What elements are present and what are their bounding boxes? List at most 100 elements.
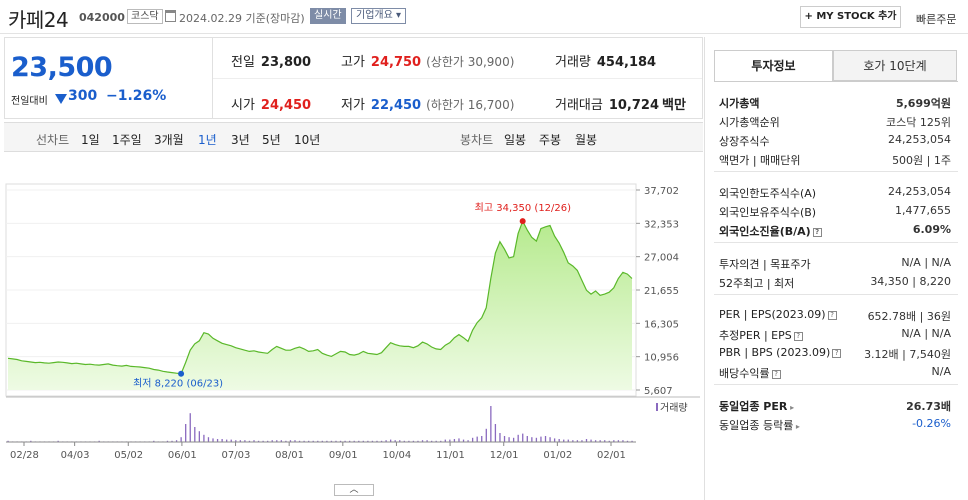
info-row-label[interactable]: PBR | BPS (2023.09)? — [719, 346, 842, 359]
volume-bar — [421, 440, 424, 442]
period-3y[interactable]: 3년 — [231, 133, 250, 147]
volume-bar — [335, 440, 337, 442]
volume-bar — [608, 440, 610, 442]
period-1d[interactable]: 1일 — [81, 133, 100, 147]
info-row-label: 외국인보유주식수(B) — [719, 206, 817, 219]
volume-bar — [449, 439, 451, 442]
info-row-label[interactable]: 동일업종 등락률 ▸ — [719, 419, 800, 432]
change-label: 전일대비 — [11, 96, 48, 107]
chart-toolbar: 선차트 1일 1주일 3개월 1년 3년 5년 10년 봉차트 일봉 주봉 월봉 — [4, 122, 703, 152]
volume-bar — [631, 440, 633, 442]
volume-bar — [257, 440, 260, 442]
info-row-label[interactable]: 외국인소진율(B/A)? — [719, 223, 822, 239]
corp-overview-dropdown[interactable]: 기업개요 ▾ — [351, 8, 407, 24]
period-3m[interactable]: 3개월 — [154, 133, 184, 147]
volume-bar — [604, 440, 606, 442]
volume-bar — [235, 440, 237, 442]
volume-bar — [262, 440, 264, 442]
my-stock-add-button[interactable]: + MY STOCK 추가 — [800, 6, 901, 28]
volume-bar — [371, 440, 374, 442]
volume-bar — [267, 440, 269, 442]
volume-bar — [576, 440, 579, 442]
x-tick-label: 08/01 — [275, 450, 304, 461]
volume-bar — [298, 440, 301, 442]
base-date: 2024.02.29 기준(장마감) — [179, 12, 305, 25]
info-row-value: 6.09% — [912, 223, 951, 236]
volume-bar — [540, 436, 542, 442]
info-row-label[interactable]: PER | EPS(2023.09)? — [719, 308, 837, 321]
period-5y[interactable]: 5년 — [262, 133, 281, 147]
info-row: PBR | BPS (2023.09)? 3.12배 | 7,540원 — [719, 343, 951, 362]
stock-name[interactable]: 카페24 — [8, 8, 69, 32]
current-price-panel: 23,500 전일대비 300 −1.26% — [4, 37, 212, 119]
info-row-label[interactable]: 배당수익률? — [719, 365, 781, 381]
info-row-value: N/A | N/A — [901, 327, 951, 340]
volume-bar — [531, 437, 533, 442]
info-row: 시가총액 5,699억원 — [719, 92, 951, 111]
volume-bar — [98, 440, 100, 442]
tab-investment-info[interactable]: 투자정보 — [714, 50, 833, 81]
x-tick-label: 11/01 — [436, 450, 465, 461]
volume-bar — [572, 440, 574, 442]
realtime-button[interactable]: 실시간 — [310, 8, 346, 24]
volume-bar — [585, 439, 588, 442]
candle-monthly[interactable]: 월봉 — [575, 133, 598, 147]
info-row-label: 액면가 | 매매단위 — [719, 154, 801, 167]
expand-chart-button[interactable]: ︿ — [334, 484, 374, 496]
info-row-value: -0.26% — [912, 417, 951, 430]
volume-bar — [563, 439, 565, 442]
volume-bar — [499, 433, 501, 442]
info-row: 투자의견 | 목표주가 N/A | N/A — [719, 253, 951, 272]
price-chart[interactable]: 37,702 32,353 27,004 21,655 16,305 10,956 5,60… — [4, 160, 703, 490]
x-tick-label: 12/01 — [490, 450, 519, 461]
period-1y[interactable]: 1년 — [198, 133, 217, 147]
volume-bar — [453, 439, 456, 442]
volume-bar — [7, 440, 9, 442]
high-price: 고가 24,750 (상한가 30,900) — [341, 55, 515, 70]
volume-bar — [230, 439, 232, 442]
info-row-label[interactable]: 추정PER | EPS? — [719, 327, 803, 343]
high-label: 최고 34,350 (12/26) — [475, 202, 571, 214]
volume-bar — [317, 440, 319, 442]
volume-bar — [312, 440, 314, 442]
quick-order-link[interactable]: 빠른주문 — [916, 13, 957, 26]
volume-bar — [412, 440, 415, 442]
info-row-label[interactable]: 동일업종 PER ▸ — [719, 400, 795, 413]
x-tick-label: 06/01 — [168, 450, 197, 461]
volume-bar — [203, 434, 205, 442]
tab-order-book[interactable]: 호가 10단계 — [833, 50, 957, 81]
volume-bar — [212, 438, 214, 442]
volume-bar — [57, 440, 59, 442]
volume-bar — [175, 440, 178, 442]
volume-bar — [248, 440, 251, 442]
volume-bar — [471, 437, 474, 442]
volume-bar — [435, 440, 437, 442]
info-row-value: 3.12배 | 7,540원 — [864, 348, 951, 361]
period-10y[interactable]: 10년 — [294, 133, 321, 147]
candle-weekly[interactable]: 주봉 — [539, 133, 562, 147]
candle-daily[interactable]: 일봉 — [504, 133, 527, 147]
period-1w[interactable]: 1주일 — [112, 133, 142, 147]
chevron-up-icon: ︿ — [349, 485, 359, 495]
x-tick-label: 02/28 — [10, 450, 39, 461]
volume-bar — [303, 440, 305, 442]
help-icon[interactable]: ? — [832, 349, 842, 358]
volume-bar — [285, 440, 287, 442]
volume-bar — [522, 433, 524, 442]
info-row-label: 투자의견 | 목표주가 — [719, 258, 811, 271]
info-row-value: 24,253,054 — [888, 133, 951, 146]
volume-bar — [417, 440, 419, 442]
volume-bar — [590, 439, 592, 442]
help-icon[interactable]: ? — [771, 370, 781, 379]
info-row: 52주최고 | 최저 34,350 | 8,220 — [719, 272, 951, 291]
help-icon[interactable]: ? — [827, 311, 837, 320]
volume-bar — [476, 436, 478, 442]
volume-bar — [467, 440, 469, 442]
volume-bar — [271, 440, 273, 442]
help-icon[interactable]: ? — [793, 332, 803, 341]
y-tick-label: 16,305 — [644, 319, 679, 330]
current-price: 23,500 — [11, 52, 113, 83]
x-tick-label: 01/02 — [543, 450, 572, 461]
help-icon[interactable]: ? — [812, 228, 822, 237]
volume-bar — [403, 440, 405, 442]
